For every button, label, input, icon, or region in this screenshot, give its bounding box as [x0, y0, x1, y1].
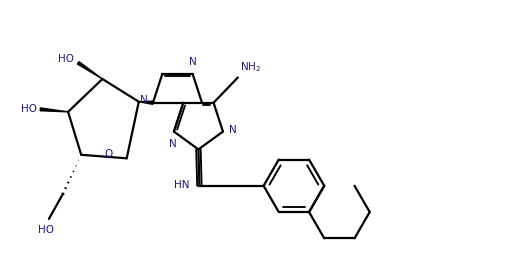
Text: NH$_2$: NH$_2$ [240, 61, 261, 74]
Text: O: O [104, 149, 113, 159]
Text: HO: HO [21, 104, 37, 114]
Text: N: N [140, 95, 148, 105]
Text: N: N [189, 57, 197, 67]
Polygon shape [40, 108, 68, 112]
Text: HN: HN [174, 180, 189, 190]
Polygon shape [139, 101, 153, 104]
Text: N: N [229, 125, 237, 135]
Text: HO: HO [38, 225, 54, 235]
Polygon shape [77, 62, 103, 79]
Text: HO: HO [58, 54, 74, 64]
Text: N: N [169, 139, 177, 149]
